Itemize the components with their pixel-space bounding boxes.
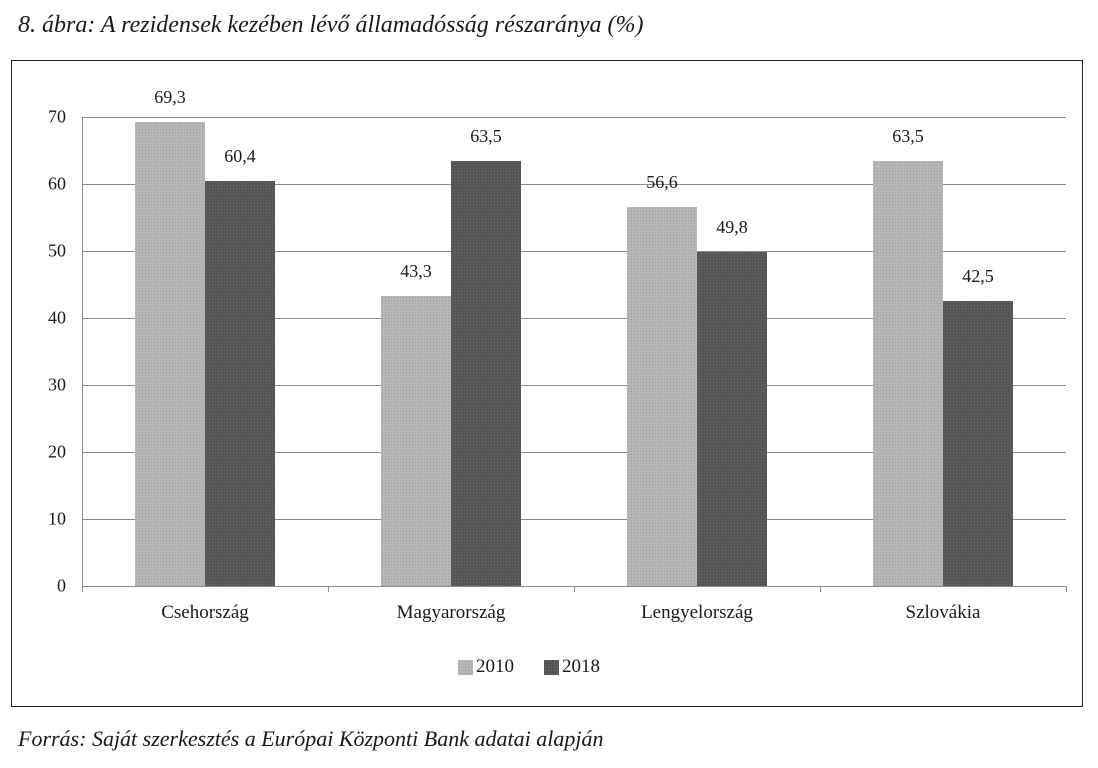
legend-label: 2010 <box>476 656 514 677</box>
value-label: 43,3 <box>400 260 432 281</box>
bar-2010 <box>135 121 205 586</box>
category-label: Magyarország <box>396 602 506 623</box>
category-label: Csehország <box>161 602 249 623</box>
legend-swatch-icon <box>458 659 473 675</box>
legend-item-2018: 2018 <box>544 656 600 678</box>
y-tick-label: 50 <box>48 240 66 261</box>
chart-frame <box>11 60 1083 707</box>
gridline <box>82 318 1066 319</box>
plot-area: 0 10 20 30 40 50 60 70 69,3 60,4 Csehország 43,3 63,… <box>48 87 1067 623</box>
y-tick-label: 30 <box>48 374 66 395</box>
gridline <box>82 519 1066 520</box>
value-label: 60,4 <box>224 146 256 167</box>
legend-label: 2018 <box>562 656 600 677</box>
y-tick-label: 60 <box>48 173 66 194</box>
gridline <box>82 385 1066 386</box>
x-tick-mark <box>1066 586 1067 592</box>
x-tick-mark <box>820 586 821 592</box>
x-tick-mark <box>82 586 83 592</box>
value-label: 69,3 <box>154 86 186 107</box>
bar-2010 <box>873 160 943 586</box>
y-tick-label: 10 <box>48 508 66 529</box>
gridline <box>82 452 1066 453</box>
figure-source: Forrás: Saját szerkesztés a Európai Közp… <box>18 726 604 751</box>
bar-2010 <box>381 295 451 586</box>
y-tick-label: 40 <box>48 307 66 328</box>
bar-2018 <box>205 181 275 586</box>
y-tick-label: 70 <box>48 106 66 127</box>
value-label: 63,5 <box>892 125 924 146</box>
bar-2010 <box>627 206 697 586</box>
value-label: 56,6 <box>646 171 678 192</box>
legend-swatch-icon <box>544 659 559 675</box>
category-label: Szlovákia <box>905 602 981 623</box>
bar-2018 <box>697 252 767 586</box>
gridline <box>82 251 1066 252</box>
category-label: Lengyelország <box>641 602 753 623</box>
figure-title: 8. ábra: A rezidensek kezében lévő állam… <box>18 12 644 38</box>
bar-2018 <box>943 301 1013 586</box>
value-label: 42,5 <box>962 266 994 287</box>
y-axis <box>82 117 83 586</box>
legend-item-2010: 2010 <box>458 656 514 678</box>
y-tick-label: 20 <box>48 441 66 462</box>
legend: 2010 2018 <box>458 656 600 678</box>
gridline <box>82 117 1066 118</box>
x-tick-mark <box>328 586 329 592</box>
gridline <box>82 184 1066 185</box>
bar-2018 <box>451 160 521 586</box>
y-tick-label: 0 <box>57 575 66 596</box>
value-label: 63,5 <box>470 125 502 146</box>
x-tick-mark <box>574 586 575 592</box>
value-label: 49,8 <box>716 217 748 238</box>
